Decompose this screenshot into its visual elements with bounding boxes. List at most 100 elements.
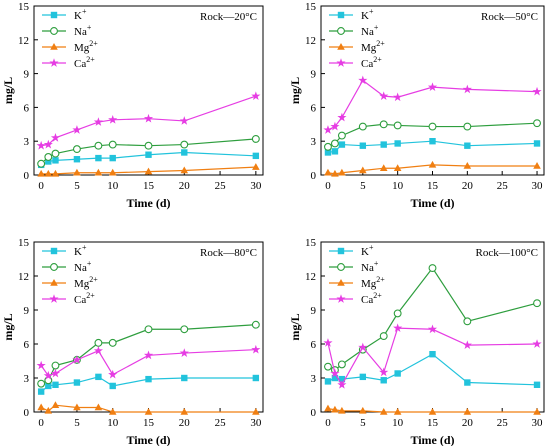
data-point	[324, 404, 332, 412]
y-tick-label: 15	[18, 237, 30, 249]
x-tick-label: 20	[179, 180, 191, 192]
x-tick-label: 0	[38, 417, 44, 429]
data-point	[45, 382, 52, 390]
data-point	[51, 401, 60, 408]
data-point	[359, 142, 367, 149]
y-tick-label: 12	[305, 271, 316, 283]
legend-label: Na+	[361, 23, 379, 38]
x-tick-label: 25	[497, 417, 509, 429]
data-point	[180, 166, 189, 174]
data-point	[180, 408, 189, 415]
y-tick-label: 9	[311, 305, 317, 317]
y-tick-label: 3	[24, 373, 30, 385]
x-tick-label: 30	[532, 417, 544, 429]
y-tick-label: 12	[18, 35, 29, 47]
series-3	[324, 160, 541, 177]
data-point	[330, 121, 340, 131]
data-point	[179, 116, 189, 125]
data-point	[37, 388, 45, 395]
data-point	[44, 376, 53, 385]
x-tick-label: 25	[215, 417, 227, 429]
x-tick-label: 0	[38, 180, 44, 192]
y-tick-label: 0	[311, 407, 317, 419]
data-point	[181, 374, 188, 382]
data-point	[323, 338, 333, 347]
legend: K+Na+Mg2+Ca2+	[329, 243, 385, 306]
y-tick-label: 6	[24, 102, 30, 114]
data-point	[359, 166, 367, 174]
data-point	[428, 160, 437, 168]
data-point	[145, 151, 152, 158]
data-point	[95, 154, 102, 162]
data-point	[252, 152, 260, 160]
data-point	[393, 92, 403, 102]
data-point	[51, 361, 60, 370]
data-point	[379, 408, 388, 415]
data-point	[51, 149, 60, 158]
legend-label: Ca2+	[74, 55, 95, 70]
legend-marker	[49, 58, 59, 67]
data-point	[181, 149, 188, 156]
legend-label: K+	[74, 7, 87, 22]
legend-label: Mg2+	[74, 275, 98, 290]
series-1	[37, 373, 260, 395]
legend-marker	[50, 247, 58, 255]
data-point	[532, 339, 542, 348]
data-point	[324, 362, 332, 371]
data-point	[462, 340, 472, 350]
y-tick-label: 15	[305, 237, 317, 249]
y-tick-label: 12	[18, 271, 29, 283]
data-point	[463, 161, 472, 169]
data-point	[338, 375, 346, 383]
y-tick-label: 0	[311, 170, 317, 182]
data-point	[393, 323, 403, 333]
x-axis-label: Time (d)	[126, 433, 170, 446]
data-point	[533, 408, 541, 415]
legend-label: Ca2+	[74, 291, 95, 306]
x-tick-label: 5	[74, 180, 80, 192]
legend-marker	[50, 43, 58, 50]
data-point	[108, 338, 117, 347]
data-point	[379, 164, 388, 172]
data-point	[331, 148, 339, 155]
chart-panel-3: 0 5 10 15 20 25 30 0 3 6 9 12 15 Time (d) mg/L Rock—80°…	[1, 237, 264, 446]
data-point	[93, 346, 103, 355]
data-point	[337, 131, 346, 140]
legend-label: Ca2+	[361, 291, 382, 306]
data-point	[43, 370, 53, 380]
chart-title: Rock—100°C	[476, 247, 538, 259]
data-point	[72, 355, 82, 364]
data-point	[44, 406, 53, 414]
data-point	[429, 138, 436, 145]
series-line	[327, 353, 538, 386]
chart-panel-4: 0 5 10 15 20 25 30 0 3 6 9 12 15 Time (d) mg/L Rock—100…	[288, 237, 545, 446]
legend-marker	[337, 247, 345, 255]
data-point	[36, 360, 46, 370]
data-point	[379, 367, 389, 377]
series-1	[324, 138, 541, 156]
legend: K+Na+Mg2+Ca2+	[42, 7, 98, 70]
data-point	[50, 368, 61, 378]
data-point	[73, 156, 81, 163]
series-3	[37, 163, 260, 177]
legend-label: K+	[361, 243, 374, 258]
x-tick-label: 0	[325, 180, 331, 192]
x-tick-label: 5	[360, 417, 366, 429]
x-tick-label: 5	[360, 180, 366, 192]
legend: K+Na+Mg2+Ca2+	[42, 243, 98, 306]
data-point	[463, 317, 472, 326]
legend-marker	[337, 27, 345, 35]
data-point	[379, 332, 388, 341]
legend-marker	[336, 58, 346, 67]
data-point	[428, 264, 437, 273]
data-point	[359, 406, 367, 414]
series-line	[41, 95, 257, 147]
data-point	[143, 113, 154, 123]
data-point	[109, 154, 116, 162]
data-point	[533, 381, 541, 388]
series-4	[323, 75, 542, 134]
x-tick-label: 15	[427, 417, 439, 429]
series-3	[37, 401, 260, 415]
data-point	[252, 374, 260, 382]
